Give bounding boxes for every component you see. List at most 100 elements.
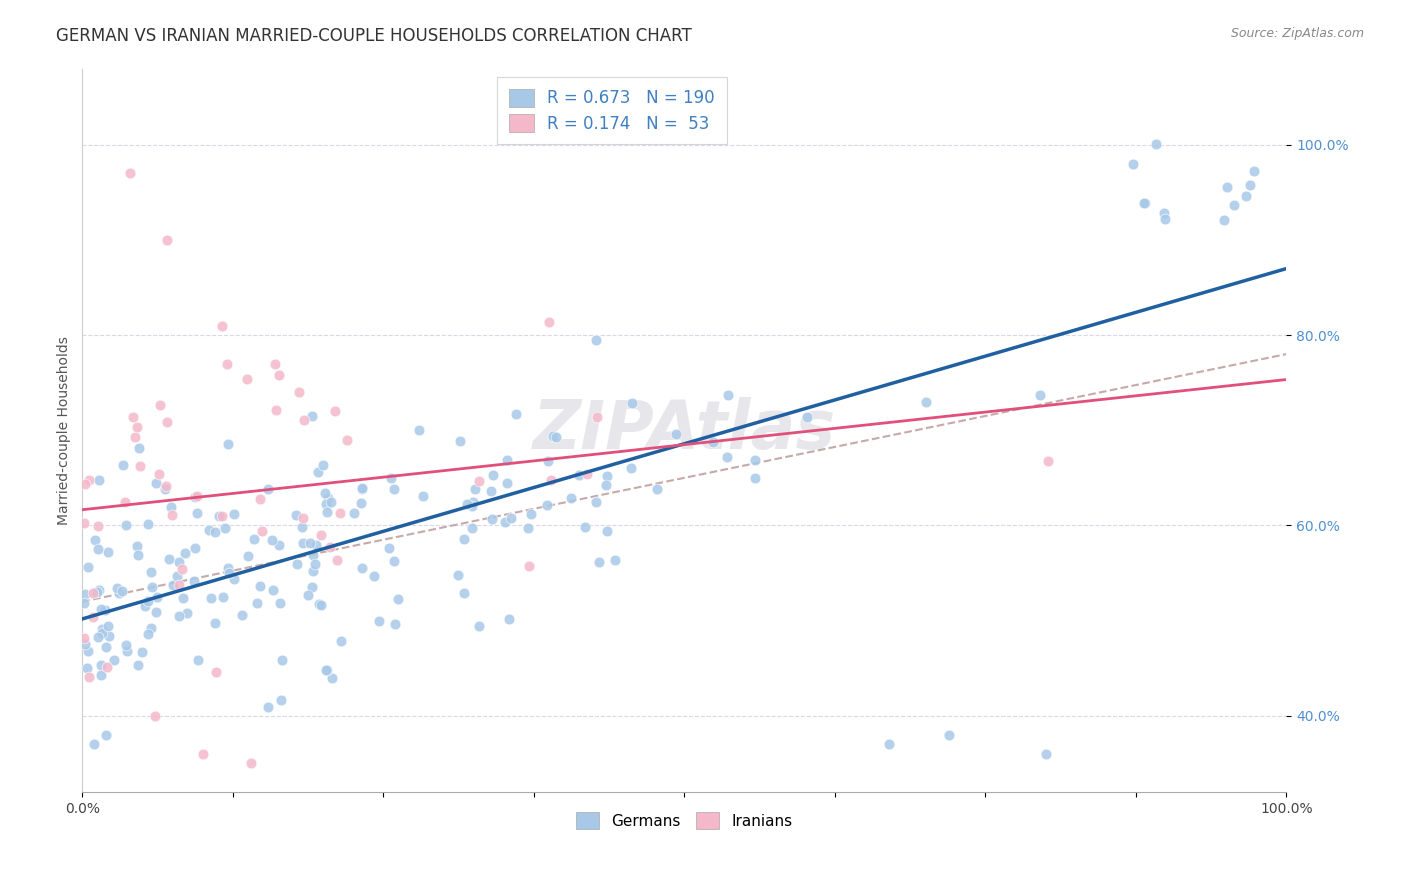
Point [343,506,366,520]
Point [270,692,292,706]
Point [191,747,214,761]
Point [505,407,527,421]
Point [267,368,290,383]
Point [309,598,332,612]
Point [262,583,284,598]
Point [536,498,558,512]
Point [1029,387,1052,401]
Point [588,555,610,569]
Point [292,535,315,549]
Point [145,605,167,619]
Point [77,670,100,684]
Point [114,518,136,533]
Point [73,631,96,645]
Text: ZIPAtlas: ZIPAtlas [533,397,837,463]
Point [316,663,339,677]
Point [316,505,339,519]
Point [236,549,259,563]
Point [124,430,146,444]
Point [498,612,520,626]
Point [308,465,330,479]
Point [302,565,325,579]
Point [325,552,347,566]
Point [217,437,239,451]
Point [315,497,337,511]
Point [1122,156,1144,170]
Point [90,622,112,636]
Point [83,737,105,751]
Point [350,560,373,574]
Point [568,467,591,482]
Point [387,591,409,606]
Point [76,660,98,674]
Point [186,489,208,503]
Point [87,630,110,644]
Point [87,473,110,487]
Point [114,495,136,509]
Point [90,625,112,640]
Point [264,357,287,371]
Point [249,491,271,506]
Point [453,586,475,600]
Point [87,519,110,533]
Point [257,700,280,714]
Point [301,409,323,423]
Point [249,579,271,593]
Point [84,584,107,599]
Point [250,524,273,538]
Point [187,652,209,666]
Point [125,539,148,553]
Point [520,508,543,522]
Point [155,233,177,247]
Point [412,489,434,503]
Point [744,470,766,484]
Point [77,474,100,488]
Point [160,508,183,523]
Point [97,619,120,633]
Point [122,409,145,424]
Point [314,485,336,500]
Point [544,429,567,443]
Point [461,495,484,509]
Point [136,593,159,607]
Point [308,597,330,611]
Point [90,657,112,672]
Point [264,403,287,417]
Point [167,577,190,591]
Point [605,553,627,567]
Point [211,318,233,333]
Point [596,469,619,483]
Point [94,640,117,655]
Point [537,453,560,467]
Point [76,644,98,658]
Point [1223,198,1246,212]
Point [73,477,96,491]
Point [460,521,482,535]
Point [127,419,149,434]
Point [184,490,207,504]
Point [645,482,668,496]
Point [585,333,607,347]
Point [1133,196,1156,211]
Point [363,569,385,583]
Point [1213,212,1236,227]
Point [86,585,108,599]
Point [292,413,315,427]
Point [76,559,98,574]
Point [540,474,562,488]
Point [461,499,484,513]
Point [159,500,181,515]
Point [481,511,503,525]
Point [702,434,724,449]
Point [468,619,491,633]
Point [138,627,160,641]
Point [236,372,259,386]
Point [796,409,818,424]
Point [256,482,278,496]
Point [224,572,246,586]
Point [456,497,478,511]
Point [380,471,402,485]
Point [82,610,104,624]
Point [382,554,405,568]
Point [938,728,960,742]
